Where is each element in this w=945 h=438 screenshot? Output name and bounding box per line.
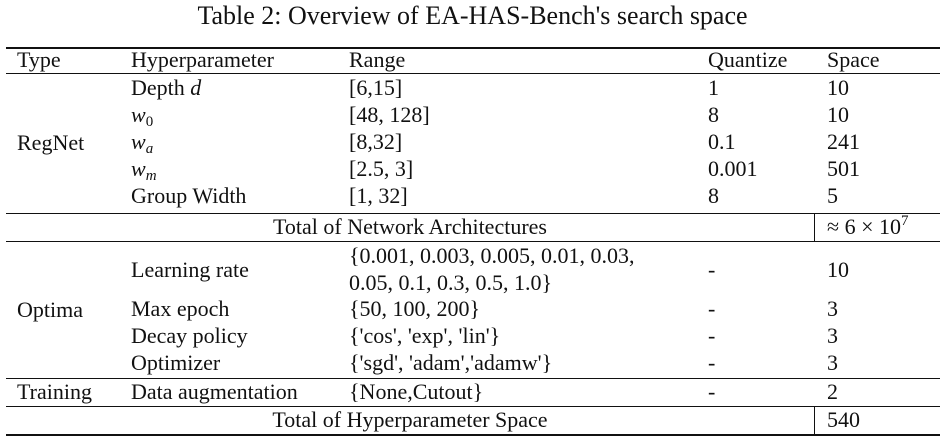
space-group-width: 5	[827, 183, 838, 208]
param-learning-rate: Learning rate	[131, 257, 249, 282]
bottom-rule	[6, 434, 940, 436]
section-rule-4	[6, 406, 940, 407]
range-data-augmentation: {None,Cutout}	[349, 379, 484, 404]
section-rule-2	[6, 241, 940, 242]
range-wa: [8,32]	[349, 129, 403, 154]
total-divider-1	[814, 213, 815, 242]
header-range: Range	[349, 47, 406, 72]
param-wm: wm	[131, 156, 157, 184]
table-caption: Table 2: Overview of EA-HAS-Bench's sear…	[197, 1, 748, 30]
range-learning-rate-line2: 0.05, 0.1, 0.3, 0.5, 1.0}	[349, 270, 553, 295]
header-quantize: Quantize	[708, 47, 788, 72]
quantize-group-width: 8	[708, 183, 719, 208]
range-max-epoch: {50, 100, 200}	[349, 296, 481, 321]
quantize-wm: 0.001	[708, 156, 758, 181]
quantize-learning-rate: -	[708, 257, 716, 282]
param-w0: w0	[131, 102, 154, 130]
space-decay-policy: 3	[827, 323, 838, 348]
quantize-max-epoch: -	[708, 296, 716, 321]
param-optimizer: Optimizer	[131, 350, 221, 375]
type-regnet: RegNet	[17, 130, 85, 155]
quantize-w0: 8	[708, 102, 719, 127]
total-divider-2	[814, 406, 815, 435]
top-rule	[6, 47, 940, 49]
param-wa: wa	[131, 129, 154, 157]
space-w0: 10	[827, 102, 849, 127]
space-learning-rate: 10	[827, 257, 849, 282]
space-max-epoch: 3	[827, 296, 838, 321]
header-hyperparameter: Hyperparameter	[131, 47, 274, 72]
type-optima: Optima	[17, 297, 83, 322]
param-max-epoch: Max epoch	[131, 296, 230, 321]
param-decay-policy: Decay policy	[131, 323, 248, 348]
range-wm: [2.5, 3]	[349, 156, 414, 181]
space-optimizer: 3	[827, 350, 838, 375]
range-depth: [6,15]	[349, 75, 403, 100]
header-space: Space	[827, 47, 880, 72]
quantize-decay-policy: -	[708, 323, 716, 348]
quantize-wa: 0.1	[708, 129, 736, 154]
total-architectures-label: Total of Network Architectures	[273, 214, 547, 239]
space-data-augmentation: 2	[827, 379, 838, 404]
quantize-optimizer: -	[708, 350, 716, 375]
range-w0: [48, 128]	[349, 102, 430, 127]
space-wm: 501	[827, 156, 860, 181]
header-rule	[6, 73, 940, 74]
type-training: Training	[17, 379, 92, 404]
section-rule-3	[6, 378, 940, 379]
range-optimizer: {'sgd', 'adam','adamw'}	[349, 350, 553, 375]
total-architectures-value: ≈ 6 × 107	[827, 213, 909, 239]
space-depth: 10	[827, 75, 849, 100]
param-depth: Depth d	[131, 75, 202, 100]
section-rule-1	[6, 213, 940, 214]
range-decay-policy: {'cos', 'exp', 'lin'}	[349, 323, 501, 348]
space-wa: 241	[827, 129, 860, 154]
param-data-augmentation: Data augmentation	[131, 379, 298, 404]
total-hyperparameter-label: Total of Hyperparameter Space	[272, 407, 548, 432]
range-group-width: [1, 32]	[349, 183, 408, 208]
header-type: Type	[17, 47, 61, 72]
range-learning-rate-line1: {0.001, 0.003, 0.005, 0.01, 0.03,	[349, 243, 635, 268]
quantize-data-augmentation: -	[708, 379, 716, 404]
param-group-width: Group Width	[131, 183, 247, 208]
total-hyperparameter-value: 540	[827, 407, 860, 432]
quantize-depth: 1	[708, 75, 719, 100]
